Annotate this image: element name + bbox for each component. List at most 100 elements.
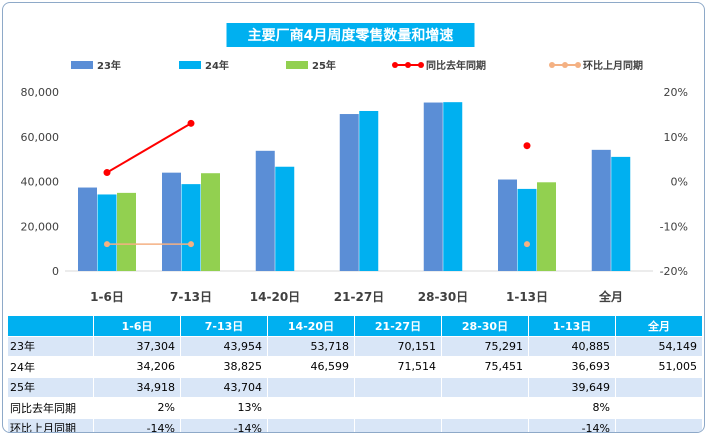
bar-25年-1-13日	[537, 182, 556, 271]
table-cell: 8%	[528, 397, 616, 419]
legend-swatch-3	[286, 61, 308, 69]
chart-svg: 主要厂商4月周度零售数量和增速 23年 24年 25年 同比去年同期 环比上月同期 0 20,…	[21, 23, 688, 304]
table-header-row: 1-6日 7-13日 14-20日 21-27日 28-30日 1-13日 全月	[7, 315, 703, 337]
y-right-tick-label: 20%	[664, 86, 688, 99]
table-header-cell: 全月	[615, 315, 703, 337]
table-cell: 2%	[93, 397, 181, 419]
x-tick-label: 全月	[598, 289, 623, 304]
table-cell: 53,718	[267, 335, 355, 357]
x-tick-label: 28-30日	[418, 290, 468, 304]
table-cell: 46,599	[267, 356, 355, 378]
table-cell	[441, 397, 529, 419]
bar-24年-1-6日	[97, 194, 117, 271]
table-cell: 39,649	[528, 376, 616, 398]
table-row-label: 23年	[7, 335, 94, 357]
bar-24年-14-20日	[275, 166, 295, 271]
y-right-tick-label: 0%	[671, 176, 688, 189]
legend-label-4: 同比去年同期	[426, 59, 486, 72]
bar-24年-全月	[611, 156, 631, 271]
legend-marker-5-2	[562, 62, 568, 68]
y-left-tick-label: 0	[52, 265, 59, 278]
point-同比去年同期-1-13日	[523, 142, 531, 150]
table-row-label: 环比上月同期	[7, 417, 94, 432]
table-row: 同比去年同期 2% 13% 8%	[7, 397, 703, 419]
bar-23年-14-20日	[255, 150, 275, 271]
y-left-tick-label: 80,000	[21, 86, 60, 99]
table-cell	[354, 397, 442, 419]
y-left-tick-label: 20,000	[21, 220, 60, 233]
bar-25年-1-6日	[117, 192, 136, 271]
table-header-cell: 1-13日	[528, 315, 616, 337]
point-同比去年同期-7-13日	[187, 119, 195, 127]
legend-marker-5-3	[575, 62, 581, 68]
y-right-tick-label: 10%	[664, 131, 688, 144]
table-cell: 51,005	[615, 356, 703, 378]
x-tick-label: 1-13日	[506, 290, 548, 304]
legend-marker-4-3	[418, 62, 424, 68]
table-cell	[441, 417, 529, 432]
x-tick-label: 14-20日	[250, 290, 300, 304]
bar-24年-7-13日	[181, 184, 201, 271]
legend-swatch-1	[71, 61, 93, 69]
bar-24年-28-30日	[443, 102, 463, 271]
table-cell: 43,954	[180, 335, 268, 357]
table-cell	[354, 376, 442, 398]
table-row: 25年 34,918 43,704 39,649	[7, 376, 703, 398]
table-cell	[441, 376, 529, 398]
table-cell	[615, 417, 703, 432]
table-cell	[354, 417, 442, 432]
table-row-label: 24年	[7, 356, 94, 378]
legend-marker-4-1	[392, 62, 398, 68]
line-同比去年同期-segment	[106, 122, 192, 174]
legend-marker-5-1	[549, 62, 555, 68]
bar-24年-21-27日	[359, 110, 379, 271]
table-cell: 70,151	[354, 335, 442, 357]
table-row-label: 25年	[7, 376, 94, 398]
table-cell: 75,451	[441, 356, 529, 378]
legend-label-1: 23年	[97, 59, 121, 72]
table-cell	[267, 376, 355, 398]
table-cell: 34,206	[93, 356, 181, 378]
table-body: 23年 37,304 43,954 53,718 70,151 75,291 40,885 5…	[7, 335, 703, 432]
table-header-cell: 14-20日	[267, 315, 355, 337]
bar-23年-7-13日	[162, 172, 181, 271]
y-right-tick-label: -10%	[660, 220, 688, 233]
table-cell: 36,693	[528, 356, 616, 378]
table-header-cell: 7-13日	[180, 315, 268, 337]
table-header-cell: 28-30日	[441, 315, 529, 337]
bar-24年-1-13日	[517, 188, 537, 271]
point-环比上月同期-1-6日	[104, 241, 110, 248]
table-row: 24年 34,206 38,825 46,599 71,514 75,451 36,693 5…	[7, 356, 703, 378]
y-right-tick-label: -20%	[660, 265, 688, 278]
table-cell: -14%	[528, 417, 616, 432]
table-cell: 75,291	[441, 335, 529, 357]
table-cell: 38,825	[180, 356, 268, 378]
table-header-cell: 1-6日	[93, 315, 181, 337]
table-cell	[267, 417, 355, 432]
legend-label-3: 25年	[312, 59, 336, 72]
bar-23年-全月	[591, 149, 611, 271]
x-tick-label: 21-27日	[334, 290, 384, 304]
table-cell: 13%	[180, 397, 268, 419]
table-cell	[615, 397, 703, 419]
table-row-label: 同比去年同期	[7, 397, 94, 419]
bar-23年-1-6日	[78, 187, 97, 271]
bar-25年-7-13日	[201, 173, 220, 271]
table-header-cell: 21-27日	[354, 315, 442, 337]
x-tick-label: 1-6日	[90, 290, 124, 304]
table-row: 环比上月同期 -14% -14% -14%	[7, 417, 703, 432]
table-cell: 37,304	[93, 335, 181, 357]
table-cell: -14%	[93, 417, 181, 432]
y-left-tick-label: 40,000	[21, 176, 60, 189]
point-环比上月同期-7-13日	[188, 241, 194, 248]
table-cell: 34,918	[93, 376, 181, 398]
bar-23年-28-30日	[423, 102, 443, 272]
y-left-tick-label: 60,000	[21, 131, 60, 144]
table-cell: -14%	[180, 417, 268, 432]
table-cell	[615, 376, 703, 398]
x-tick-label: 7-13日	[170, 290, 212, 304]
point-同比去年同期-1-6日	[103, 169, 111, 177]
chart-title: 主要厂商4月周度零售数量和增速	[248, 27, 454, 44]
point-环比上月同期-1-13日	[524, 241, 530, 248]
